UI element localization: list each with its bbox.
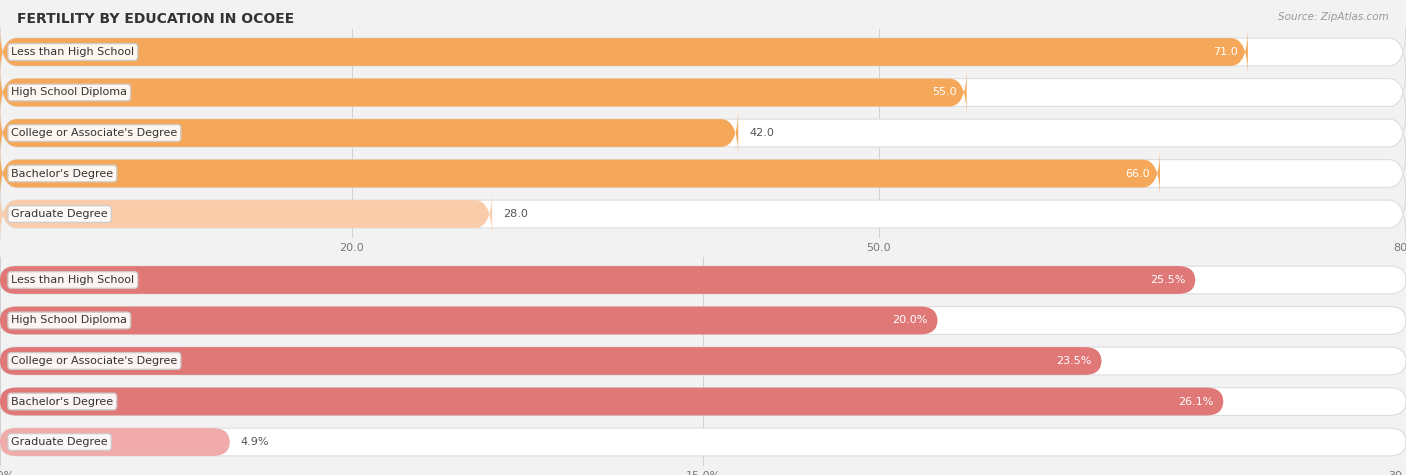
FancyBboxPatch shape <box>0 347 1406 375</box>
FancyBboxPatch shape <box>0 67 967 117</box>
Text: 71.0: 71.0 <box>1213 47 1237 57</box>
Text: 66.0: 66.0 <box>1125 169 1150 179</box>
Text: High School Diploma: High School Diploma <box>11 315 128 325</box>
FancyBboxPatch shape <box>0 306 938 334</box>
FancyBboxPatch shape <box>0 27 1249 77</box>
FancyBboxPatch shape <box>0 266 1195 294</box>
FancyBboxPatch shape <box>0 306 1406 334</box>
FancyBboxPatch shape <box>0 347 1101 375</box>
FancyBboxPatch shape <box>0 149 1406 199</box>
Text: Graduate Degree: Graduate Degree <box>11 209 108 219</box>
FancyBboxPatch shape <box>0 428 1406 456</box>
FancyBboxPatch shape <box>0 149 1160 199</box>
FancyBboxPatch shape <box>0 189 1406 239</box>
Text: 25.5%: 25.5% <box>1150 275 1185 285</box>
Text: 28.0: 28.0 <box>503 209 529 219</box>
FancyBboxPatch shape <box>0 189 492 239</box>
Text: 42.0: 42.0 <box>749 128 775 138</box>
Text: 26.1%: 26.1% <box>1178 397 1213 407</box>
Text: 4.9%: 4.9% <box>240 437 270 447</box>
Text: Source: ZipAtlas.com: Source: ZipAtlas.com <box>1278 12 1389 22</box>
Text: 23.5%: 23.5% <box>1056 356 1091 366</box>
Text: FERTILITY BY EDUCATION IN OCOEE: FERTILITY BY EDUCATION IN OCOEE <box>17 12 294 26</box>
FancyBboxPatch shape <box>0 266 1406 294</box>
Text: College or Associate's Degree: College or Associate's Degree <box>11 128 177 138</box>
FancyBboxPatch shape <box>0 27 1406 77</box>
Text: College or Associate's Degree: College or Associate's Degree <box>11 356 177 366</box>
Text: Less than High School: Less than High School <box>11 47 135 57</box>
FancyBboxPatch shape <box>0 388 1223 416</box>
Text: 55.0: 55.0 <box>932 87 956 97</box>
FancyBboxPatch shape <box>0 388 1406 416</box>
Text: Bachelor's Degree: Bachelor's Degree <box>11 397 114 407</box>
FancyBboxPatch shape <box>0 108 738 158</box>
Text: 20.0%: 20.0% <box>893 315 928 325</box>
FancyBboxPatch shape <box>0 108 1406 158</box>
FancyBboxPatch shape <box>0 67 1406 117</box>
Text: High School Diploma: High School Diploma <box>11 87 128 97</box>
FancyBboxPatch shape <box>0 428 229 456</box>
Text: Bachelor's Degree: Bachelor's Degree <box>11 169 114 179</box>
Text: Graduate Degree: Graduate Degree <box>11 437 108 447</box>
Text: Less than High School: Less than High School <box>11 275 135 285</box>
